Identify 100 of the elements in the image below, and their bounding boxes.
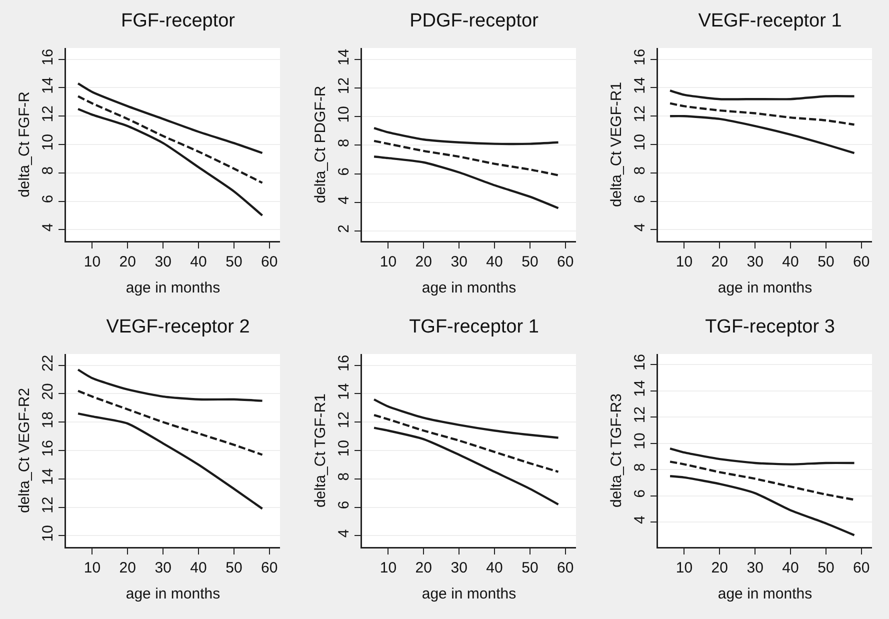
x-tick-label: 30 [154,560,172,576]
line-series [76,390,264,456]
x-tick-label: 50 [522,560,538,576]
y-tick-label: 8 [40,166,56,175]
x-tick-label: 20 [415,254,432,270]
line-series [76,412,264,510]
y-tick-label: 8 [336,472,352,481]
line-series [76,82,264,154]
y-tick-label: 18 [40,412,56,428]
x-tick-label: 10 [380,254,397,270]
x-tick-label: 20 [119,560,136,576]
x-tick-label: 50 [226,560,242,576]
chart-title: FGF-receptor [120,10,236,32]
x-tick-label: 30 [746,560,764,576]
y-tick-label: 12 [336,412,352,428]
x-tick-label: 60 [853,254,870,270]
y-tick-label: 12 [336,77,352,94]
y-axis-title: delta_Ct TGF-R1 [312,394,329,508]
line-series [372,426,560,506]
chart-title: TGF-receptor 1 [409,316,539,338]
y-tick-label: 4 [336,529,352,538]
y-tick-label: 14 [632,77,648,94]
x-tick-label: 30 [746,254,764,270]
x-tick-label: 40 [782,560,799,576]
y-tick-label: 10 [632,432,648,450]
y-tick-label: 14 [336,383,352,400]
y-tick-label: 22 [40,354,56,372]
y-tick-label: 12 [632,406,648,424]
y-tick-label: 6 [632,194,648,204]
x-axis-title: age in months [422,585,516,602]
x-axis-title: age in months [126,585,220,602]
x-tick-label: 50 [226,254,242,270]
chart-title: VEGF-receptor 2 [106,316,250,338]
line-series [372,126,560,146]
y-tick-label: 4 [632,223,648,232]
x-tick-label: 10 [676,254,693,270]
y-tick-label: 16 [336,354,352,372]
y-tick-label: 6 [40,194,56,204]
x-axis-title: age in months [718,585,812,602]
x-tick-label: 50 [522,254,538,270]
x-axis-title: age in months [422,279,516,296]
y-tick-label: 10 [40,525,56,542]
chart-title: PDGF-receptor [410,10,540,32]
x-tick-label: 40 [190,254,207,270]
x-tick-label: 60 [261,254,278,270]
x-tick-label: 20 [415,560,432,576]
x-tick-label: 10 [676,560,693,576]
y-tick-label: 4 [336,196,352,204]
y-tick-label: 12 [632,106,648,122]
y-tick-label: 14 [336,48,352,66]
y-tick-label: 16 [40,48,56,66]
line-series [668,89,856,100]
y-tick-label: 10 [336,106,352,123]
chart-title: TGF-receptor 3 [705,316,835,338]
line-series [372,156,560,210]
line-series [76,368,264,402]
x-tick-label: 30 [450,560,468,576]
line-series [372,398,560,439]
x-tick-label: 50 [818,560,834,576]
y-tick-label: 4 [632,516,648,524]
x-tick-label: 60 [853,560,870,576]
line-series [76,108,264,217]
y-tick-label: 12 [40,106,56,122]
x-axis-title: age in months [718,279,812,296]
x-tick-label: 30 [154,254,172,270]
y-tick-label: 20 [40,383,56,400]
y-tick-label: 10 [40,134,56,151]
y-tick-label: 6 [632,489,648,498]
x-tick-label: 60 [557,254,574,270]
x-tick-label: 10 [84,254,101,270]
x-tick-label: 10 [84,560,101,576]
y-tick-label: 8 [632,463,648,472]
y-tick-label: 10 [336,440,352,457]
line-series [668,475,856,536]
y-tick-label: 16 [632,48,648,66]
line-series [668,447,856,466]
y-axis-title: delta_Ct PDGF-R [312,86,329,204]
x-tick-label: 20 [711,560,728,576]
y-axis-title: delta_Ct VEGF-R2 [16,388,33,514]
y-axis-title: delta_Ct FGF-R [16,91,33,198]
line-series [668,114,856,154]
x-tick-label: 20 [119,254,136,270]
y-axis-title: delta_Ct VEGF-R1 [608,82,625,208]
line-series [668,102,856,126]
y-tick-label: 14 [40,468,56,485]
line-series [372,140,560,176]
x-tick-label: 50 [818,254,834,270]
x-tick-label: 40 [486,560,503,576]
y-tick-label: 16 [632,354,648,371]
y-tick-label: 8 [336,138,352,148]
x-tick-label: 30 [450,254,468,270]
y-tick-label: 8 [632,166,648,175]
line-series [76,95,264,184]
y-tick-label: 12 [40,496,56,514]
line-series [372,414,560,473]
chart-title: VEGF-receptor 1 [698,10,842,32]
x-tick-label: 40 [190,560,207,576]
y-tick-label: 14 [632,380,648,397]
x-tick-label: 40 [486,254,503,270]
x-tick-label: 10 [380,560,397,576]
